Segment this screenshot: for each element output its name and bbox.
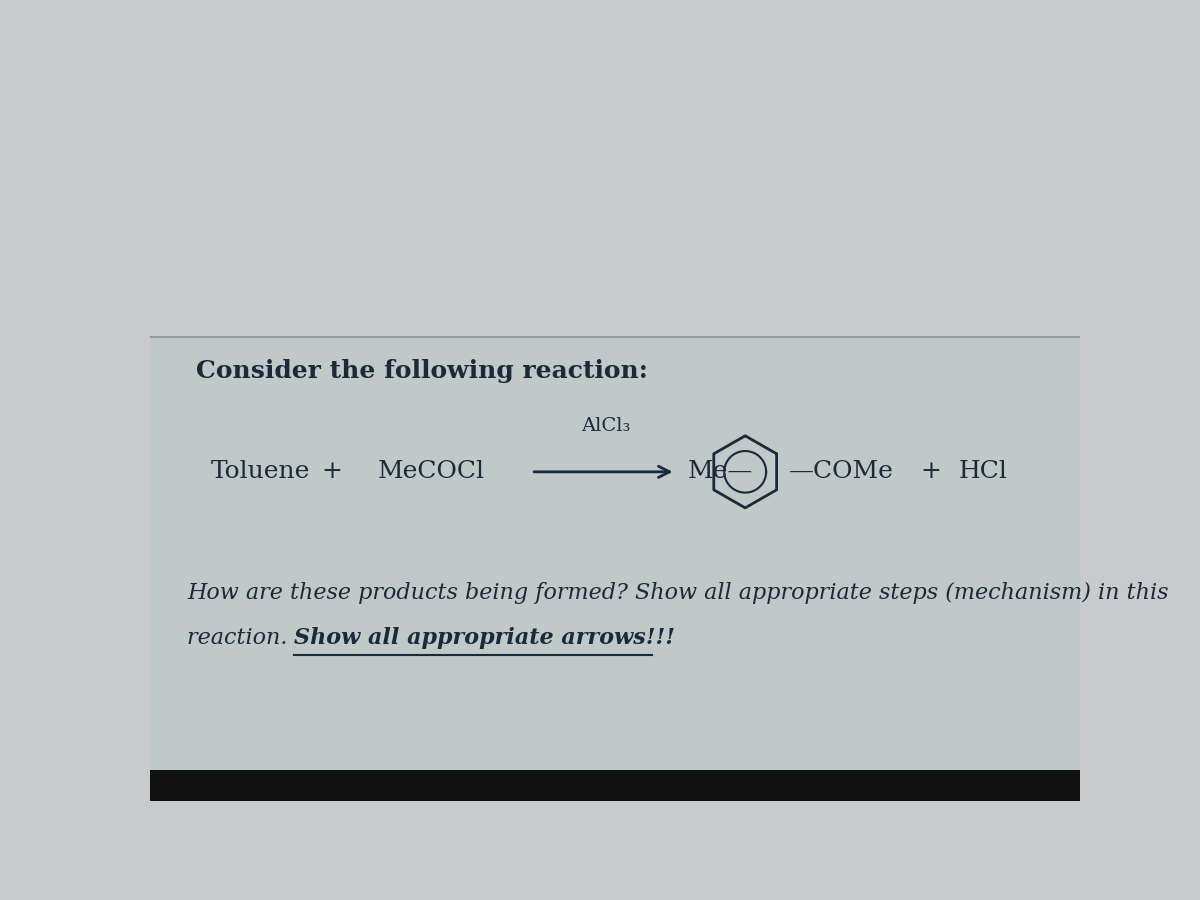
- Text: AlCl₃: AlCl₃: [581, 417, 630, 435]
- FancyBboxPatch shape: [150, 337, 1080, 773]
- Text: MeCOCl: MeCOCl: [378, 460, 485, 483]
- Text: How are these products being formed? Show all appropriate steps (mechanism) in t: How are these products being formed? Sho…: [187, 582, 1169, 604]
- Text: Me—: Me—: [688, 460, 752, 483]
- Text: —COMe: —COMe: [788, 460, 894, 483]
- Text: +: +: [920, 460, 942, 483]
- FancyBboxPatch shape: [150, 770, 1080, 801]
- Text: Consider the following reaction:: Consider the following reaction:: [197, 359, 648, 383]
- Text: HCl: HCl: [959, 460, 1008, 483]
- Text: +: +: [320, 460, 342, 483]
- FancyBboxPatch shape: [150, 108, 1080, 337]
- Text: Show all appropriate arrows!!!: Show all appropriate arrows!!!: [294, 627, 676, 649]
- Text: Toluene: Toluene: [210, 460, 310, 483]
- Text: reaction.: reaction.: [187, 627, 295, 649]
